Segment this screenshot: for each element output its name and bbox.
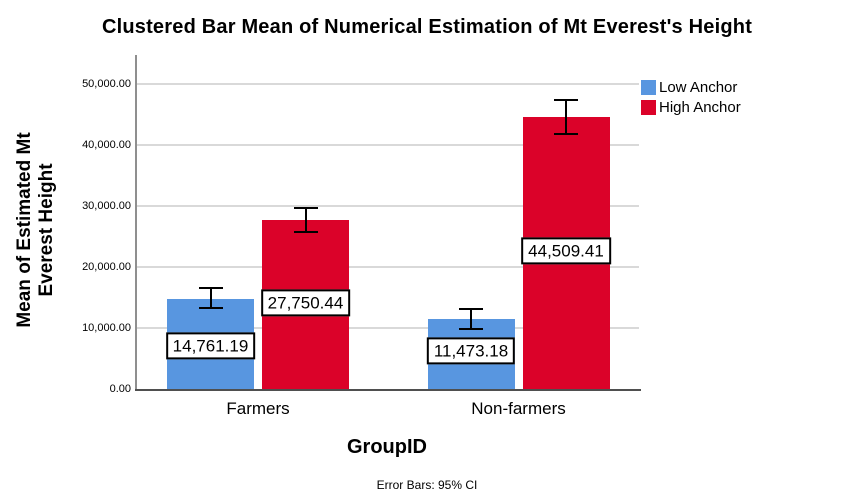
legend: Low Anchor High Anchor xyxy=(641,79,741,120)
error-bar xyxy=(304,207,307,232)
x-category-label-farmers: Farmers xyxy=(226,399,290,418)
value-label-low-anchor-farmers: 14,761.19 xyxy=(165,332,256,360)
x-category-label-non-farmers: Non-farmers xyxy=(471,399,566,418)
value-label-high-anchor-non-farmers: 44,509.41 xyxy=(521,237,611,265)
error-bar-cap xyxy=(198,306,223,309)
legend-swatch-high-anchor xyxy=(641,100,656,115)
value-label-high-anchor-farmers: 27,750.44 xyxy=(260,289,351,317)
legend-item-low-anchor: Low Anchor xyxy=(641,79,741,96)
error-bar xyxy=(470,309,472,329)
error-bar-cap xyxy=(554,99,578,102)
error-bar-cap xyxy=(293,230,318,233)
y-tick-label: 50,000.00 xyxy=(82,78,131,90)
x-axis-title: GroupID xyxy=(347,436,427,458)
gridline xyxy=(135,83,639,85)
x-axis-line xyxy=(135,389,641,391)
error-bar xyxy=(565,100,567,134)
gridline xyxy=(135,144,639,146)
error-bar-cap xyxy=(459,327,483,330)
y-tick-label: 10,000.00 xyxy=(82,322,131,334)
y-tick-label: 30,000.00 xyxy=(82,200,131,212)
error-bar-cap xyxy=(554,133,578,136)
y-tick-label: 0.00 xyxy=(109,383,131,395)
error-bar-cap xyxy=(293,206,318,209)
y-tick-label: 20,000.00 xyxy=(82,261,131,273)
gridline xyxy=(135,266,639,268)
error-bar-cap xyxy=(459,308,483,311)
y-tick-label: 40,000.00 xyxy=(82,139,131,151)
legend-label: Low Anchor xyxy=(659,79,738,96)
legend-swatch-low-anchor xyxy=(641,80,656,95)
error-bar-cap xyxy=(198,287,223,290)
gridline xyxy=(135,205,639,207)
error-bar xyxy=(209,288,212,308)
legend-label: High Anchor xyxy=(659,99,741,116)
value-label-low-anchor-non-farmers: 11,473.18 xyxy=(426,337,516,365)
chart-title: Clustered Bar Mean of Numerical Estimati… xyxy=(101,16,753,38)
error-bars-footnote: Error Bars: 95% CI xyxy=(376,478,478,492)
y-axis-line xyxy=(135,55,137,389)
gridline xyxy=(135,327,639,329)
legend-item-high-anchor: High Anchor xyxy=(641,99,741,116)
